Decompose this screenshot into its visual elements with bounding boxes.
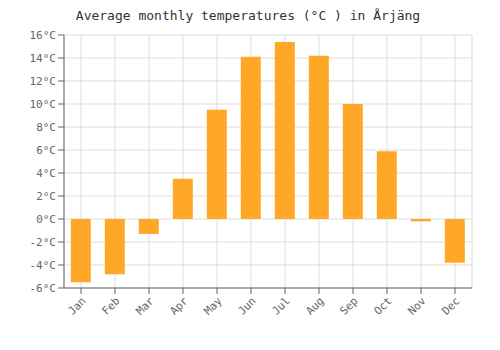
svg-text:Sep: Sep <box>337 294 360 317</box>
svg-text:Mar: Mar <box>133 294 157 318</box>
svg-text:16°C: 16°C <box>30 29 57 42</box>
svg-text:Jan: Jan <box>65 294 88 317</box>
html-text:Average monthly temperatures (: Average monthly temperatures (°C ) in År… <box>75 8 421 23</box>
svg-text:Feb: Feb <box>99 294 122 317</box>
svg-text:Oct: Oct <box>371 294 394 317</box>
svg-text:12°C: 12°C <box>30 75 57 88</box>
svg-text:Jun: Jun <box>235 294 258 317</box>
svg-text:May: May <box>201 294 225 318</box>
svg-text:-2°C: -2°C <box>30 236 57 249</box>
svg-text:Apr: Apr <box>167 294 191 318</box>
svg-text:Dec: Dec <box>439 294 462 317</box>
svg-text:10°C: 10°C <box>30 98 57 111</box>
svg-text:14°C: 14°C <box>30 52 57 65</box>
svg-text:Jul: Jul <box>269 294 292 317</box>
svg-text:2°C: 2°C <box>36 190 56 203</box>
svg-text:Nov: Nov <box>405 294 429 318</box>
svg-text:Aug: Aug <box>303 294 326 317</box>
svg-text:-6°C: -6°C <box>30 282 57 295</box>
svg-text:-4°C: -4°C <box>30 259 57 272</box>
svg-text:4°C: 4°C <box>36 167 56 180</box>
svg-text:8°C: 8°C <box>36 121 56 134</box>
svg-text:6°C: 6°C <box>36 144 56 157</box>
svg-text:0°C: 0°C <box>36 213 56 226</box>
